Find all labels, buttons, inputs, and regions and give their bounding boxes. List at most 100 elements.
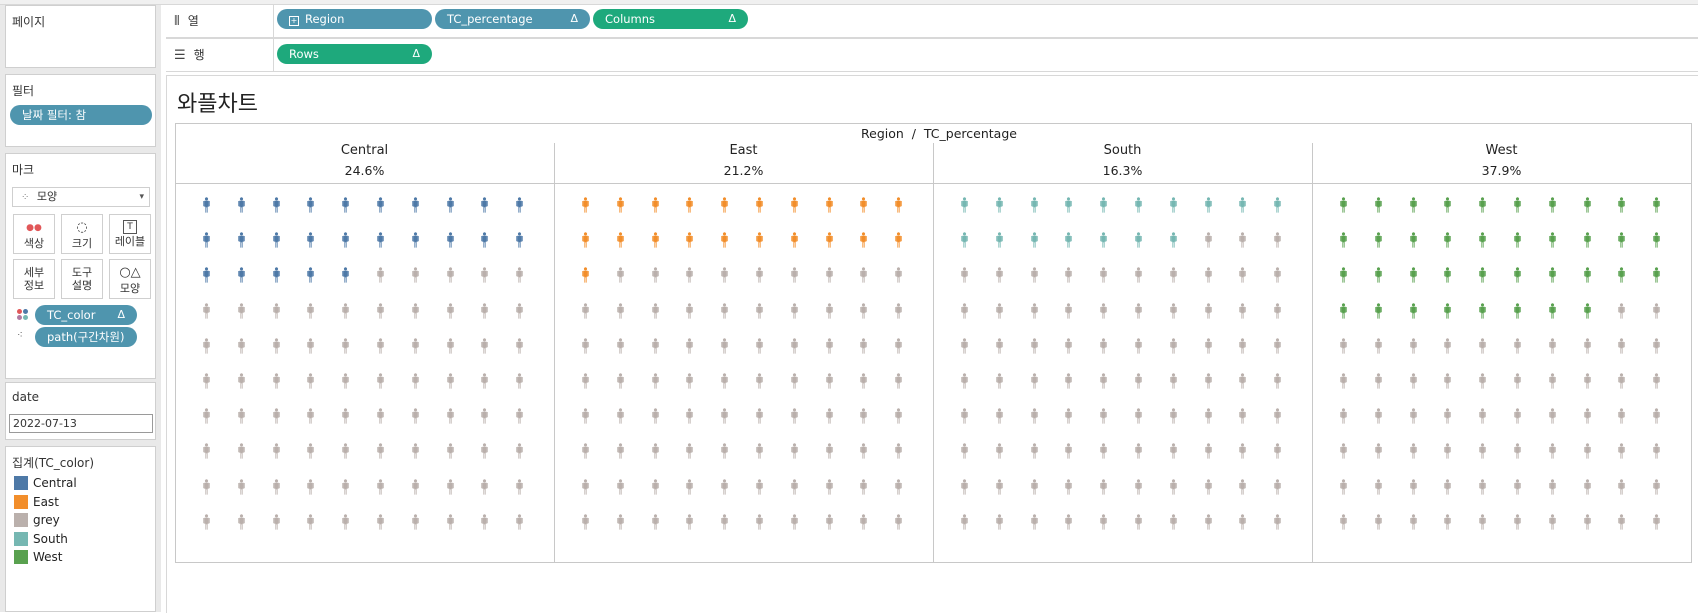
person-mark-grey[interactable] xyxy=(1617,373,1626,389)
person-mark-filled[interactable] xyxy=(341,267,350,283)
person-mark-grey[interactable] xyxy=(1030,408,1039,424)
person-mark-grey[interactable] xyxy=(859,267,868,283)
person-mark-grey[interactable] xyxy=(755,373,764,389)
person-mark-grey[interactable] xyxy=(376,373,385,389)
person-mark-grey[interactable] xyxy=(446,408,455,424)
person-mark-grey[interactable] xyxy=(1478,478,1487,495)
person-mark-grey[interactable] xyxy=(1409,514,1418,530)
person-mark-grey[interactable] xyxy=(859,338,868,354)
person-mark-filled[interactable] xyxy=(341,197,350,213)
person-mark-filled[interactable] xyxy=(581,267,590,283)
person-mark-filled[interactable] xyxy=(1443,232,1452,248)
person-mark-filled[interactable] xyxy=(1513,267,1522,283)
person-mark-grey[interactable] xyxy=(1273,443,1282,459)
person-mark-grey[interactable] xyxy=(446,373,455,389)
person-mark-grey[interactable] xyxy=(790,408,799,424)
person-mark-grey[interactable] xyxy=(1238,443,1247,459)
person-mark-grey[interactable] xyxy=(1064,443,1073,459)
person-mark-filled[interactable] xyxy=(1617,232,1626,248)
person-mark-grey[interactable] xyxy=(480,443,489,459)
person-mark-grey[interactable] xyxy=(616,267,625,283)
mark-button-4[interactable]: 도구 설명 xyxy=(61,259,103,299)
person-mark-grey[interactable] xyxy=(616,478,625,495)
person-mark-grey[interactable] xyxy=(995,408,1004,424)
person-mark-grey[interactable] xyxy=(894,408,903,424)
person-mark-grey[interactable] xyxy=(1169,514,1178,530)
person-mark-grey[interactable] xyxy=(1238,302,1247,319)
person-mark-grey[interactable] xyxy=(651,478,660,495)
person-mark-filled[interactable] xyxy=(581,232,590,248)
person-mark-filled[interactable] xyxy=(651,232,660,248)
person-mark-grey[interactable] xyxy=(515,267,524,283)
person-mark-grey[interactable] xyxy=(272,302,281,319)
person-mark-grey[interactable] xyxy=(720,443,729,459)
person-mark-grey[interactable] xyxy=(1099,443,1108,459)
mark-button-1[interactable]: ◌ 크기 xyxy=(61,214,103,254)
person-mark-grey[interactable] xyxy=(825,267,834,283)
person-mark-grey[interactable] xyxy=(1099,373,1108,389)
person-mark-grey[interactable] xyxy=(825,443,834,459)
person-mark-filled[interactable] xyxy=(1030,232,1039,248)
person-mark-grey[interactable] xyxy=(202,514,211,530)
person-mark-filled[interactable] xyxy=(1064,197,1073,213)
person-mark-grey[interactable] xyxy=(1134,443,1143,459)
person-mark-grey[interactable] xyxy=(1513,338,1522,354)
person-mark-grey[interactable] xyxy=(755,443,764,459)
person-mark-filled[interactable] xyxy=(1583,267,1592,283)
person-mark-filled[interactable] xyxy=(272,197,281,213)
person-mark-grey[interactable] xyxy=(685,408,694,424)
person-mark-grey[interactable] xyxy=(859,514,868,530)
person-mark-grey[interactable] xyxy=(237,338,246,354)
person-mark-grey[interactable] xyxy=(651,514,660,530)
person-mark-grey[interactable] xyxy=(825,302,834,319)
person-mark-filled[interactable] xyxy=(685,197,694,213)
person-mark-filled[interactable] xyxy=(1583,232,1592,248)
person-mark-filled[interactable] xyxy=(1374,302,1383,319)
person-mark-grey[interactable] xyxy=(720,478,729,495)
person-mark-grey[interactable] xyxy=(685,373,694,389)
person-mark-grey[interactable] xyxy=(859,373,868,389)
person-mark-filled[interactable] xyxy=(446,197,455,213)
person-mark-grey[interactable] xyxy=(1169,478,1178,495)
person-mark-grey[interactable] xyxy=(341,478,350,495)
person-mark-grey[interactable] xyxy=(1169,302,1178,319)
person-mark-grey[interactable] xyxy=(894,443,903,459)
person-mark-grey[interactable] xyxy=(202,373,211,389)
person-mark-grey[interactable] xyxy=(1204,267,1213,283)
person-mark-filled[interactable] xyxy=(1339,232,1348,248)
person-mark-grey[interactable] xyxy=(480,338,489,354)
person-mark-grey[interactable] xyxy=(616,302,625,319)
legend-item[interactable]: South xyxy=(14,531,68,547)
person-mark-grey[interactable] xyxy=(1204,338,1213,354)
person-mark-grey[interactable] xyxy=(272,514,281,530)
person-mark-grey[interactable] xyxy=(446,338,455,354)
person-mark-grey[interactable] xyxy=(1443,514,1452,530)
person-mark-filled[interactable] xyxy=(1513,197,1522,213)
person-mark-grey[interactable] xyxy=(1652,443,1661,459)
person-mark-grey[interactable] xyxy=(755,338,764,354)
person-mark-grey[interactable] xyxy=(1204,232,1213,248)
person-mark-grey[interactable] xyxy=(1064,267,1073,283)
person-mark-filled[interactable] xyxy=(960,197,969,213)
person-mark-filled[interactable] xyxy=(411,232,420,248)
person-mark-grey[interactable] xyxy=(306,443,315,459)
person-mark-grey[interactable] xyxy=(1099,514,1108,530)
person-mark-grey[interactable] xyxy=(1030,373,1039,389)
person-mark-grey[interactable] xyxy=(515,478,524,495)
person-mark-grey[interactable] xyxy=(1374,338,1383,354)
person-mark-grey[interactable] xyxy=(1134,373,1143,389)
person-mark-grey[interactable] xyxy=(1339,408,1348,424)
person-mark-grey[interactable] xyxy=(859,408,868,424)
person-mark-grey[interactable] xyxy=(1409,478,1418,495)
person-mark-grey[interactable] xyxy=(1443,338,1452,354)
person-mark-grey[interactable] xyxy=(1238,338,1247,354)
person-mark-grey[interactable] xyxy=(1478,514,1487,530)
person-mark-grey[interactable] xyxy=(480,373,489,389)
person-mark-filled[interactable] xyxy=(306,197,315,213)
person-mark-grey[interactable] xyxy=(1030,443,1039,459)
person-mark-grey[interactable] xyxy=(859,443,868,459)
person-mark-filled[interactable] xyxy=(515,232,524,248)
person-mark-grey[interactable] xyxy=(720,267,729,283)
person-mark-grey[interactable] xyxy=(995,514,1004,530)
person-mark-grey[interactable] xyxy=(894,478,903,495)
